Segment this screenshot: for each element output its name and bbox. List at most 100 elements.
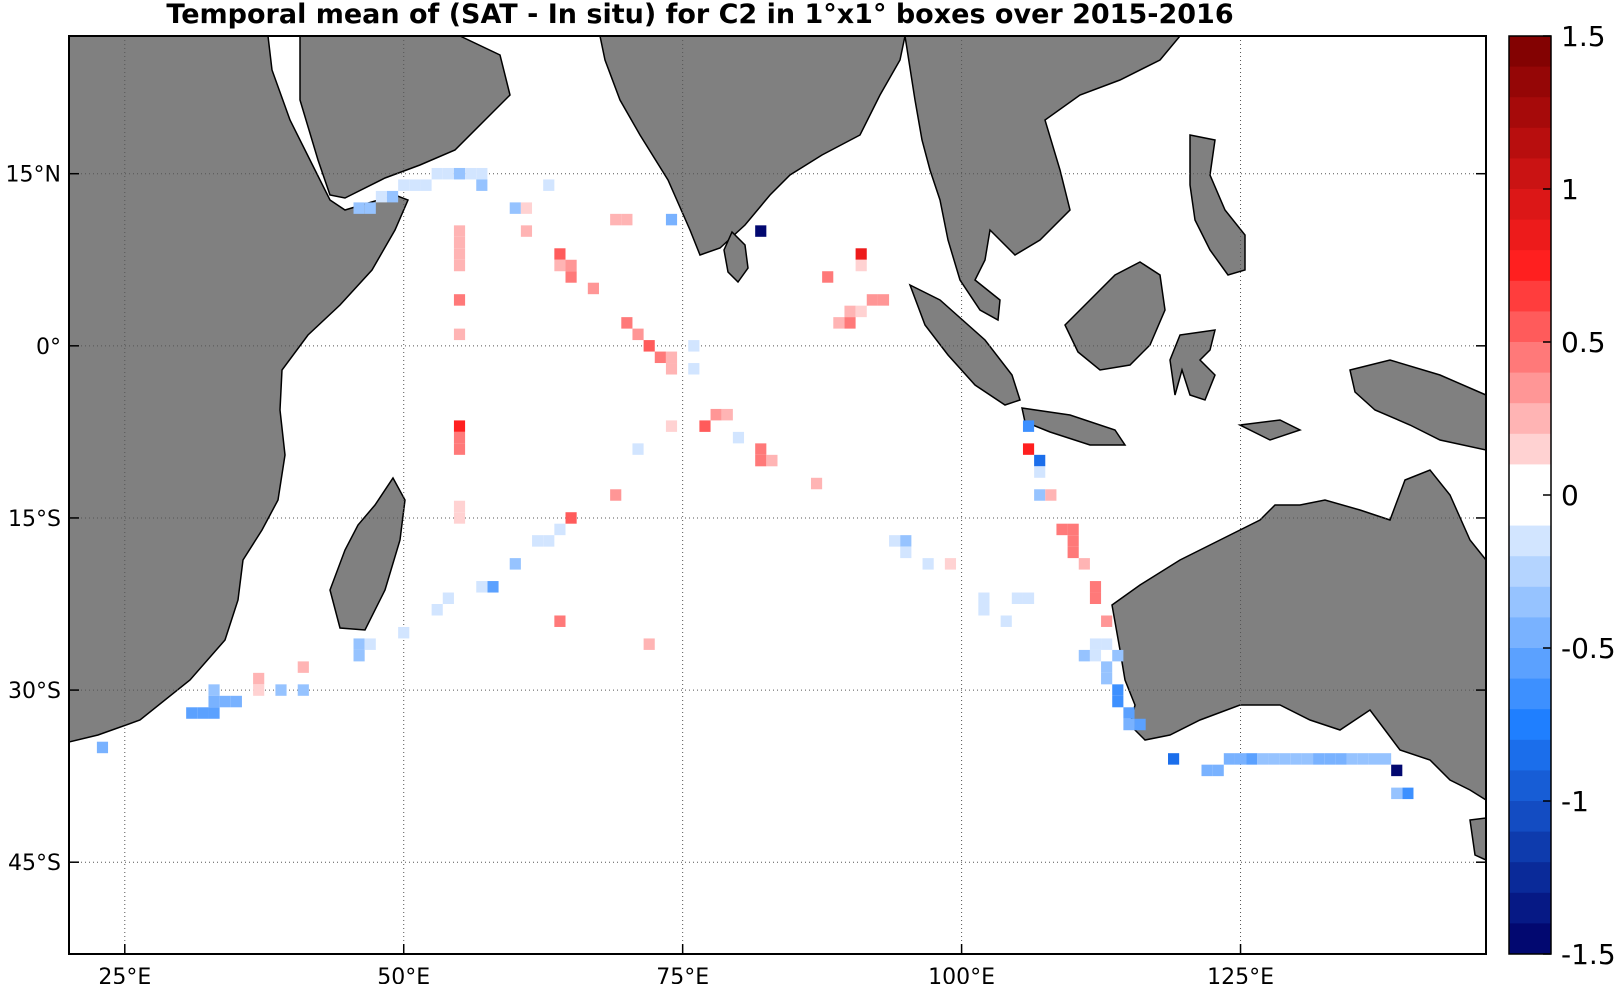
data-cell [208, 695, 220, 708]
data-cell [509, 202, 521, 214]
data-cell [453, 225, 466, 237]
data-cell [1089, 649, 1102, 662]
x-tick-label: 50°E [377, 965, 430, 984]
data-cell [442, 592, 454, 605]
colorbar-tick-label: 1.5 [1561, 20, 1606, 53]
data-cell [1067, 546, 1079, 559]
data-cell [476, 179, 488, 191]
data-cell [253, 672, 265, 685]
arabia-landmass [299, 36, 511, 199]
data-cell [755, 443, 767, 455]
data-cell [1301, 753, 1314, 765]
data-cell [230, 695, 242, 708]
data-cell [688, 340, 700, 352]
data-cell [554, 248, 566, 260]
data-cell [364, 202, 376, 214]
data-cell [1101, 615, 1113, 627]
data-cell [610, 489, 622, 501]
data-cell [476, 167, 488, 180]
data-cell [732, 431, 745, 444]
x-tick-label: 100°E [928, 965, 995, 984]
colorbar-swatch [1509, 403, 1551, 435]
data-cell [375, 190, 387, 203]
data-cell [1391, 764, 1403, 777]
data-cell [587, 282, 599, 295]
colorbar-swatch [1509, 586, 1551, 618]
data-cell [810, 477, 823, 490]
data-cell [453, 248, 466, 260]
data-cell [1022, 443, 1035, 455]
data-cell [855, 305, 867, 318]
colorbar-swatch [1509, 280, 1551, 312]
data-cell [565, 512, 577, 524]
data-cell [565, 259, 577, 272]
colorbar-swatch [1509, 127, 1551, 159]
colorbar-swatch [1509, 342, 1551, 374]
data-cell [1391, 787, 1403, 800]
data-cell [632, 328, 644, 341]
colorbar-swatch [1509, 433, 1551, 465]
data-cell [453, 431, 466, 444]
timor-landmass [1237, 419, 1302, 441]
data-cell [520, 225, 533, 237]
map-title: Temporal mean of (SAT - In situ) for C2 … [166, 0, 1234, 30]
data-cell [710, 408, 722, 421]
data-cell [453, 236, 466, 249]
colorbar-swatch [1509, 923, 1551, 955]
data-cell [554, 259, 566, 272]
new-guinea-landmass [1349, 359, 1486, 451]
data-cell [453, 500, 466, 513]
data-cell [420, 179, 432, 191]
data-cell [1246, 753, 1258, 765]
data-cell [699, 420, 711, 432]
data-cell [1078, 558, 1090, 570]
data-cell [487, 581, 499, 593]
data-cell [822, 271, 834, 283]
data-cell [1346, 753, 1358, 765]
data-cell [1168, 753, 1180, 765]
data-cell [476, 581, 488, 593]
data-cell [297, 661, 309, 673]
data-cell [900, 535, 912, 547]
data-cell [1134, 718, 1146, 731]
data-cell [565, 271, 577, 283]
colorbar-tick-label: 0 [1561, 479, 1579, 512]
data-cell [621, 213, 633, 226]
data-cell [275, 684, 287, 696]
sumatra-landmass [908, 283, 1021, 406]
data-cell [1089, 592, 1102, 605]
y-tick-label: 45°S [8, 851, 61, 876]
colorbar-swatch [1509, 36, 1551, 68]
data-cell [520, 202, 533, 214]
data-cell [1212, 764, 1224, 777]
data-cell [866, 294, 878, 306]
data-cell [453, 443, 466, 455]
data-cell [1067, 523, 1079, 536]
data-cell [353, 649, 365, 662]
colorbar-tick-label: 1 [1561, 173, 1579, 206]
data-cell [353, 638, 365, 650]
data-cell [1101, 672, 1113, 685]
colorbar-swatch [1509, 525, 1551, 557]
madagascar-landmass [329, 476, 406, 631]
data-cell [253, 684, 265, 696]
data-cell [665, 213, 678, 226]
data-cell [186, 707, 198, 719]
colorbar-swatch [1509, 617, 1551, 649]
data-cell [1234, 753, 1247, 765]
data-cell [665, 351, 678, 364]
data-cell [465, 167, 477, 180]
data-cell [978, 604, 990, 616]
data-cell [297, 684, 309, 696]
data-cell [1022, 592, 1035, 605]
data-cell [353, 202, 365, 214]
tasmania-landmass [1469, 817, 1486, 861]
data-cell [453, 512, 466, 524]
data-cell [978, 592, 990, 605]
y-tick-label: 0° [36, 335, 61, 360]
data-cell [1034, 466, 1046, 478]
data-cell [922, 558, 934, 570]
africa-landmass [69, 36, 409, 743]
data-cell [543, 535, 555, 547]
data-cell [844, 305, 856, 318]
